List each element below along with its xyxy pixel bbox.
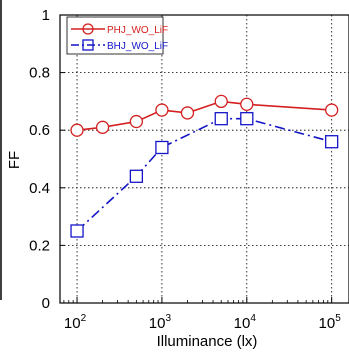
legend-marker-phj bbox=[82, 23, 94, 35]
legend-label-phj: PHJ_WO_LiF bbox=[107, 25, 168, 36]
y-tick-label: 0.8 bbox=[29, 65, 50, 82]
data-point-circle bbox=[129, 114, 144, 129]
data-point-circle bbox=[240, 97, 254, 111]
data-point-circle bbox=[214, 94, 228, 109]
plot-frame bbox=[59, 14, 349, 304]
data-point-circle bbox=[325, 103, 339, 117]
series-line-0 bbox=[76, 100, 332, 131]
data-point-circle bbox=[155, 103, 169, 117]
ticks: 0 0.2 0.4 0.6 0.8 1 102 103 104 105 bbox=[29, 7, 341, 332]
data-point-square bbox=[240, 112, 254, 126]
y-tick-label: 1 bbox=[42, 7, 50, 24]
x-tick-label: 105 bbox=[319, 313, 342, 332]
y-tick-label: 0.2 bbox=[29, 237, 50, 254]
data-point-circle bbox=[95, 120, 110, 134]
legend-label-bhj: BHJ_WO_LiF bbox=[107, 41, 168, 52]
y-tick-label: 0 bbox=[42, 295, 50, 312]
data-point-square bbox=[129, 169, 144, 183]
x-tick-label: 104 bbox=[234, 313, 257, 332]
y-tick-label: 0.4 bbox=[29, 180, 50, 197]
y-axis-label: FF bbox=[6, 151, 23, 169]
legend-marker-bhj bbox=[82, 39, 94, 51]
x-tick-label: 102 bbox=[64, 313, 87, 332]
data-point-square bbox=[155, 140, 169, 155]
legend: PHJ_WO_LiF BHJ_WO_LiF bbox=[66, 16, 168, 55]
data-point-square bbox=[325, 135, 339, 149]
x-tick-label: 103 bbox=[149, 313, 172, 332]
data-point-square bbox=[70, 224, 84, 238]
x-axis-label: Illuminance (lx) bbox=[157, 333, 258, 350]
series-line-1 bbox=[76, 117, 332, 232]
data-point-circle bbox=[70, 123, 84, 137]
data-point-square bbox=[214, 112, 228, 126]
series-layer bbox=[70, 94, 339, 238]
y-tick-label: 0.6 bbox=[29, 122, 50, 139]
data-point-circle bbox=[180, 106, 195, 120]
grid bbox=[60, 15, 349, 303]
